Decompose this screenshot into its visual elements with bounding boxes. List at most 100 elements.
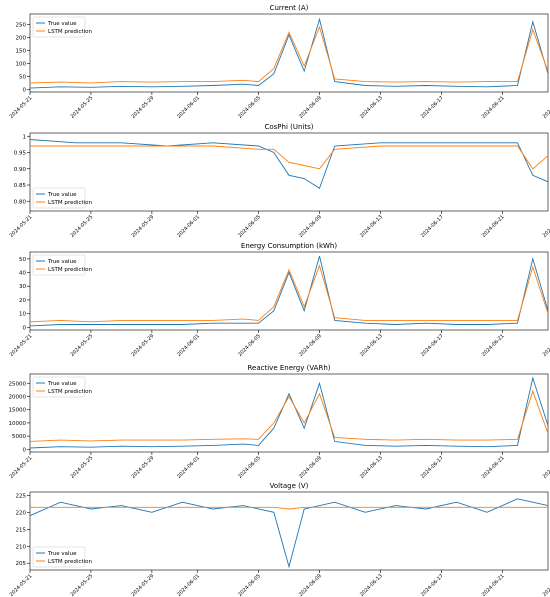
x-tick-label: 2024-05-25 [70,573,95,597]
legend-label: LSTM prediction [48,389,93,395]
y-tick-label: 200 [16,35,27,41]
x-tick-label: 2024-06-01 [176,214,201,239]
x-tick-label: 2024-06-01 [176,333,201,358]
y-tick-label: 20000 [9,394,27,400]
legend-box [32,187,86,209]
legend-box [32,376,86,398]
series-line-true-value [29,17,549,89]
x-tick-label: 2024-05-29 [131,333,156,358]
x-tick-label: 2024-05-25 [70,214,95,239]
y-tick-label: 0 [23,325,27,331]
x-tick-label: 2024-06-17 [420,214,445,239]
x-tick-label: 2024-06-13 [359,333,384,358]
legend-label: True value [47,259,77,265]
x-tick-label: 2024-05-29 [131,455,156,480]
plot-area [29,373,549,453]
x-tick-label: 2024-05-21 [9,214,34,239]
legend-label: True value [47,551,77,557]
y-tick-label: 215 [16,527,27,533]
x-tick-label: 2024-06-25 [542,95,550,120]
x-tick-label: 2024-06-09 [298,333,323,358]
y-tick-label: 1 [23,134,27,140]
series-line-true-value [29,139,549,189]
series-line-lstm-prediction [30,145,549,170]
x-tick-label: 2024-06-25 [542,455,550,480]
legend-box [32,16,86,38]
y-tick-label: 0.80 [14,199,27,205]
legend-label: True value [47,192,77,198]
y-tick-label: 210 [16,544,27,550]
x-tick-label: 2024-06-05 [237,573,262,597]
y-tick-label: 205 [16,561,27,567]
chart-title: Energy Consumption (kWh) [241,242,337,250]
x-tick-label: 2024-05-25 [70,95,95,120]
chart-title: Current (A) [270,4,309,12]
x-tick-label: 2024-06-05 [237,95,262,120]
chart-panel-2: Energy Consumption (kWh) 0 10 20 30 40 50 2024-… [9,242,550,358]
y-tick-label: 40 [19,271,26,277]
y-tick-label: 10000 [9,421,27,427]
x-tick-label: 2024-06-05 [237,333,262,358]
x-tick-label: 2024-05-25 [70,333,95,358]
x-tick-label: 2024-06-01 [176,95,201,120]
x-tick-label: 2024-06-21 [481,455,506,480]
x-tick-label: 2024-06-09 [298,95,323,120]
legend-label: LSTM prediction [48,559,93,565]
plot-area [29,13,549,93]
x-tick-label: 2024-06-21 [481,573,506,597]
y-tick-label: 50 [19,74,26,80]
x-tick-label: 2024-06-09 [298,214,323,239]
y-tick-label: 25000 [9,381,27,387]
y-tick-label: 50 [19,257,26,263]
legend-label: True value [47,381,77,387]
series-line-true-value [29,376,549,449]
chart-panel-0: Current (A) 0 50 100 150 200 250 2024-05-21 2024… [9,4,550,120]
x-tick-label: 2024-06-13 [359,573,384,597]
y-tick-label: 15000 [9,408,27,414]
chart-panel-4: Voltage (V) 205 210 215 220 225 2024-05-21 2024… [9,482,550,597]
legend-label: LSTM prediction [48,29,93,35]
x-tick-label: 2024-06-17 [420,573,445,597]
y-tick-label: 0.90 [14,167,27,173]
x-tick-label: 2024-06-21 [481,214,506,239]
x-tick-label: 2024-06-21 [481,95,506,120]
x-tick-label: 2024-05-21 [9,455,34,480]
x-tick-label: 2024-06-13 [359,214,384,239]
chart-panel-1: CosPhi (Units) 0.80 0.85 0.90 0.95 1 2024-05-2… [9,123,550,239]
x-tick-label: 2024-05-29 [131,573,156,597]
x-tick-label: 2024-06-05 [237,214,262,239]
x-tick-label: 2024-05-29 [131,95,156,120]
x-tick-label: 2024-06-13 [359,455,384,480]
x-tick-label: 2024-05-21 [9,573,34,597]
x-tick-label: 2024-06-25 [542,333,550,358]
y-tick-label: 30 [19,284,26,290]
y-tick-label: 250 [16,22,27,28]
chart-title: Voltage (V) [270,482,309,490]
x-tick-label: 2024-06-25 [542,573,550,597]
y-tick-label: 0 [23,87,27,93]
series-line-lstm-prediction [29,389,549,442]
series-line-true-value [29,255,549,327]
x-tick-label: 2024-06-05 [237,455,262,480]
plot-area [29,251,549,331]
chart-title: CosPhi (Units) [264,123,313,131]
series-line-lstm-prediction [29,25,549,84]
chart-panel-3: Reactive Energy (VARh) 0 5000 10000 15000 200… [9,364,550,480]
series-line-lstm-prediction [30,506,548,510]
y-tick-label: 0 [23,447,27,453]
x-tick-label: 2024-06-17 [420,333,445,358]
y-tick-label: 150 [16,48,27,54]
x-tick-label: 2024-05-29 [131,214,156,239]
plot-area [29,132,549,212]
x-tick-label: 2024-05-25 [70,455,95,480]
y-tick-label: 100 [16,61,27,67]
x-tick-label: 2024-06-17 [420,455,445,480]
y-tick-label: 0.85 [14,183,27,189]
x-tick-label: 2024-05-21 [9,333,34,358]
x-tick-label: 2024-06-25 [542,214,550,239]
chart-title: Reactive Energy (VARh) [248,364,331,372]
x-tick-label: 2024-06-01 [176,455,201,480]
legend-label: True value [47,21,77,27]
y-tick-label: 20 [19,298,26,304]
